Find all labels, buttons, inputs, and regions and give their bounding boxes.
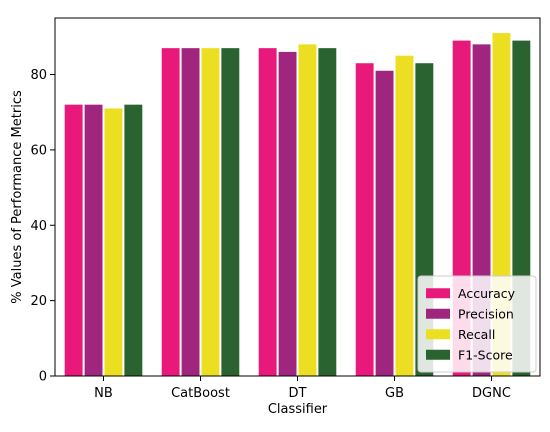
- bars-group: [64, 33, 531, 377]
- bar-f1-score-dt: [318, 48, 337, 377]
- bar-f1-score-catboost: [221, 48, 240, 377]
- bar-accuracy-dt: [258, 48, 277, 377]
- y-tick-label: 0: [39, 370, 47, 385]
- bar-recall-gb: [395, 55, 414, 377]
- x-tick-label: NB: [94, 386, 113, 401]
- legend-swatch: [426, 288, 450, 299]
- x-tick-label: DGNC: [472, 386, 511, 401]
- bar-precision-catboost: [181, 48, 200, 377]
- legend: Accuracy Precision Recall F1-Score: [417, 275, 537, 373]
- legend-label: Accuracy: [458, 286, 516, 301]
- bar-recall-catboost: [201, 48, 220, 377]
- legend-swatch: [426, 349, 450, 360]
- y-tick-label: 80: [30, 68, 47, 83]
- bar-precision-gb: [375, 70, 394, 376]
- bar-accuracy-gb: [355, 63, 374, 376]
- legend-label: Precision: [458, 306, 514, 321]
- legend-swatch: [426, 308, 450, 319]
- legend-label: F1-Score: [458, 347, 513, 362]
- x-tick-label: GB: [385, 386, 404, 401]
- x-tick-label: CatBoost: [171, 386, 230, 401]
- bar-precision-dt: [278, 51, 297, 377]
- y-axis-label: % Values of Performance Metrics: [10, 90, 25, 304]
- y-tick-label: 40: [30, 219, 47, 234]
- y-axis: 0 20 40 60 80: [30, 68, 55, 385]
- x-axis: NB CatBoost DT GB DGNC: [94, 376, 511, 401]
- bar-recall-dt: [298, 44, 317, 376]
- bar-f1-score-nb: [124, 104, 143, 377]
- legend-frame: [417, 275, 537, 373]
- bar-precision-nb: [84, 104, 103, 377]
- legend-swatch: [426, 329, 450, 340]
- x-axis-label: Classifier: [268, 402, 328, 417]
- x-tick-label: DT: [289, 386, 307, 401]
- bar-accuracy-catboost: [161, 48, 180, 377]
- bar-recall-nb: [104, 108, 123, 376]
- legend-label: Recall: [458, 327, 495, 342]
- y-tick-label: 20: [30, 294, 47, 309]
- y-tick-label: 60: [30, 143, 47, 158]
- bar-accuracy-nb: [64, 104, 83, 377]
